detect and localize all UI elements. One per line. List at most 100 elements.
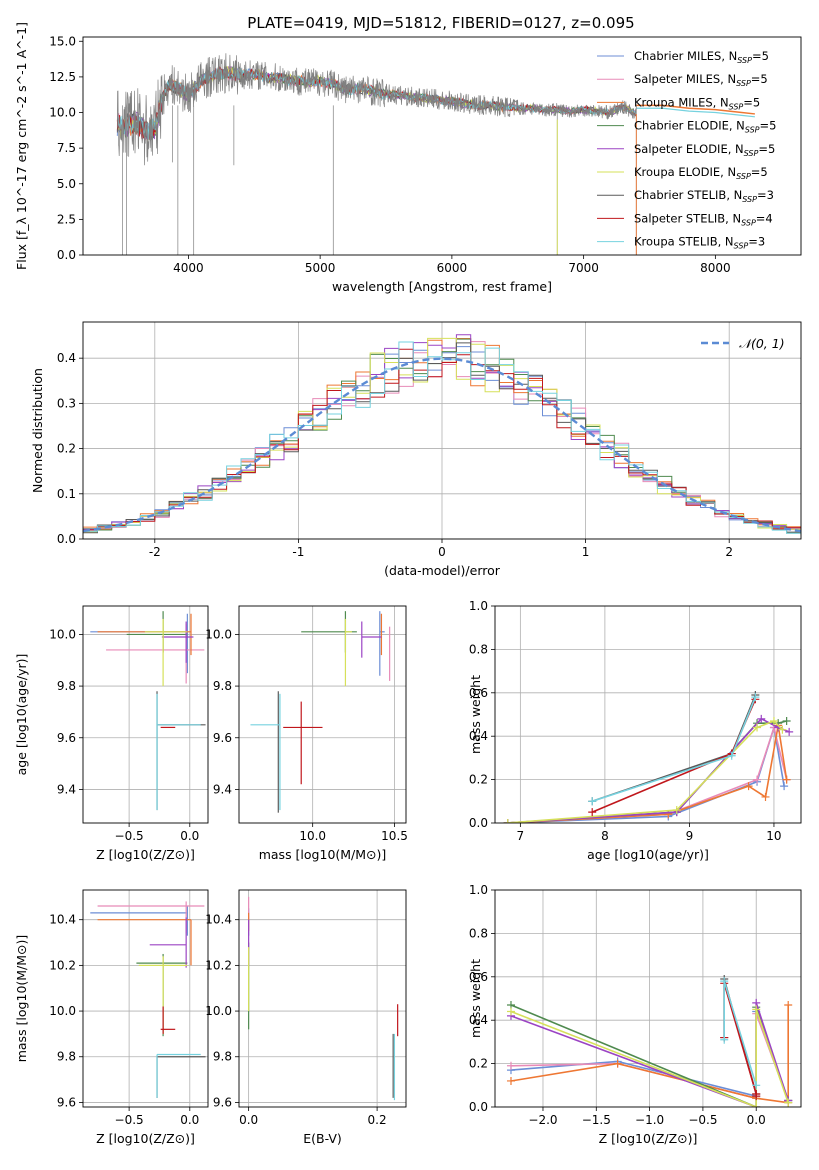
y-tick-label: 0.8 [469,642,488,656]
axes-frame [82,605,209,824]
y-tick-label: 0.0 [57,532,76,546]
weight-point-marker [506,1061,515,1070]
y-tick-label: 0.6 [469,686,488,700]
weight-point-marker [782,717,791,726]
y-tick-label: 0.0 [469,816,488,830]
weight-point-marker [778,725,787,734]
weight-point-marker [753,775,762,784]
legend-label: Kroupa MILES, NSSP=5 [634,95,760,111]
x-tick-label: −2.0 [528,1113,557,1127]
y-tick-label: 1.0 [469,883,488,897]
y-axis-label: mass weight [468,675,483,754]
x-tick-label: −1.0 [635,1113,664,1127]
y-tick-label: 0.4 [469,1013,488,1027]
gaussian-reference-curve [83,357,801,533]
legend: Chabrier MILES, NSSP=5 Salpeter MILES, NS… [597,49,776,251]
plot-area [83,322,801,539]
weight-point-marker [506,1076,515,1085]
spectrum-panel: 4000 5000 6000 7000 8000 0.0 2.5 5.0 7.5 10.0 12.5… [14,22,802,294]
weight-point-marker [720,1035,729,1044]
y-axis-label: Normed distribution [30,368,45,493]
x-tick-label: 0.0 [239,1113,258,1127]
y-axis-label: age [log10(age/yr)] [14,654,29,776]
x-tick-label: 8 [601,829,609,843]
x-tick-label: 4000 [173,261,204,275]
y-tick-label: 12.5 [49,70,76,84]
weight-point-marker [664,810,673,819]
y-tick-label: 10.0 [205,1004,232,1018]
y-tick-label: 9.4 [213,782,232,796]
y-tick-label: 10.2 [205,958,232,972]
y-tick-label: 9.8 [57,679,76,693]
x-tick-label: 5000 [305,261,336,275]
weight-point-marker [782,775,791,784]
x-tick-label: 0.2 [368,1113,387,1127]
weight-point-marker [752,1103,761,1107]
y-axis-label: Flux [f_λ 10^-17 erg cm^-2 s^-1 A^-1] [14,22,29,270]
y-tick-label: 9.6 [57,1095,76,1109]
x-axis-label: mass [log10(M/M⊙)] [259,847,387,862]
y-tick-label: 9.6 [213,731,232,745]
y-tick-label: 0.4 [57,351,76,365]
plot-area [116,53,755,255]
y-tick-label: 10.4 [49,913,76,927]
plot-area [495,890,801,1107]
weight-point-marker [744,782,753,791]
x-tick-label: 1 [582,545,590,559]
model-spectrum-line [116,66,637,141]
y-tick-label: 10.0 [49,627,76,641]
y-tick-label: 2.5 [57,212,76,226]
weight-point-marker [613,1059,622,1068]
weight-line [591,694,757,803]
x-axis-label: age [log10(age/yr)] [587,847,709,862]
legend-label: Salpeter MILES, NSSP=5 [634,72,768,88]
x-tick-label: 0 [438,545,446,559]
weight-point-marker [752,1005,761,1014]
weight-line [507,725,788,823]
y-tick-label: 0.0 [57,248,76,262]
plot-area [239,606,406,823]
y-tick-label: 9.8 [213,679,232,693]
plot-area [495,606,801,823]
legend-label: Chabrier MILES, NSSP=5 [634,49,769,65]
y-tick-label: 0.3 [57,396,76,410]
x-tick-label: 10.0 [299,829,326,843]
weight-point-marker [751,693,760,702]
plot-area [239,890,406,1107]
y-tick-label: 9.6 [57,731,76,745]
histogram-step [83,342,801,536]
y-tick-label: 10.0 [49,1004,76,1018]
x-axis-label: Z [log10(Z/Z⊙)] [96,1131,195,1146]
weight-line [507,724,788,823]
legend-label: Salpeter ELODIE, NSSP=5 [634,142,775,158]
y-tick-label: 0.4 [469,729,488,743]
x-tick-label: -2 [149,545,161,559]
y-tick-label: 9.8 [57,1050,76,1064]
x-tick-label: 7000 [568,261,599,275]
y-tick-label: 10.2 [49,958,76,972]
axes-frame [238,889,407,1108]
x-tick-label: 7 [517,829,525,843]
weight-line [723,983,757,1097]
x-tick-label: −0.5 [115,829,144,843]
y-tick-label: 0.2 [469,773,488,787]
weight-point-marker [769,717,778,726]
weight-point-marker [720,977,729,986]
y-tick-label: 0.0 [469,1100,488,1114]
weight-line [723,980,757,1086]
y-tick-label: 1.0 [469,599,488,613]
x-tick-label: 0.0 [747,1113,766,1127]
x-tick-label: -1 [292,545,304,559]
mass-weight-vs-metallicity-panel: −2.0 −1.5 −1.0 −0.5 0.0 0.0 0.2 0.4 0.6 0.8 1.0 Z [… [468,883,802,1146]
model-extension-line [636,107,755,118]
weight-point-marker [588,808,597,817]
age-vs-metallicity-panel: −0.5 0.0 9.4 9.6 9.8 10.0 Z [log10(Z/Z⊙)] age [… [14,605,209,862]
y-tick-label: 0.2 [469,1057,488,1071]
x-tick-label: 2 [725,545,733,559]
y-tick-label: 9.6 [213,1095,232,1109]
y-tick-label: 0.8 [469,926,488,940]
weight-line [510,1009,789,1107]
weight-point-marker [761,792,770,801]
legend-label: Salpeter STELIB, NSSP=4 [634,211,773,227]
